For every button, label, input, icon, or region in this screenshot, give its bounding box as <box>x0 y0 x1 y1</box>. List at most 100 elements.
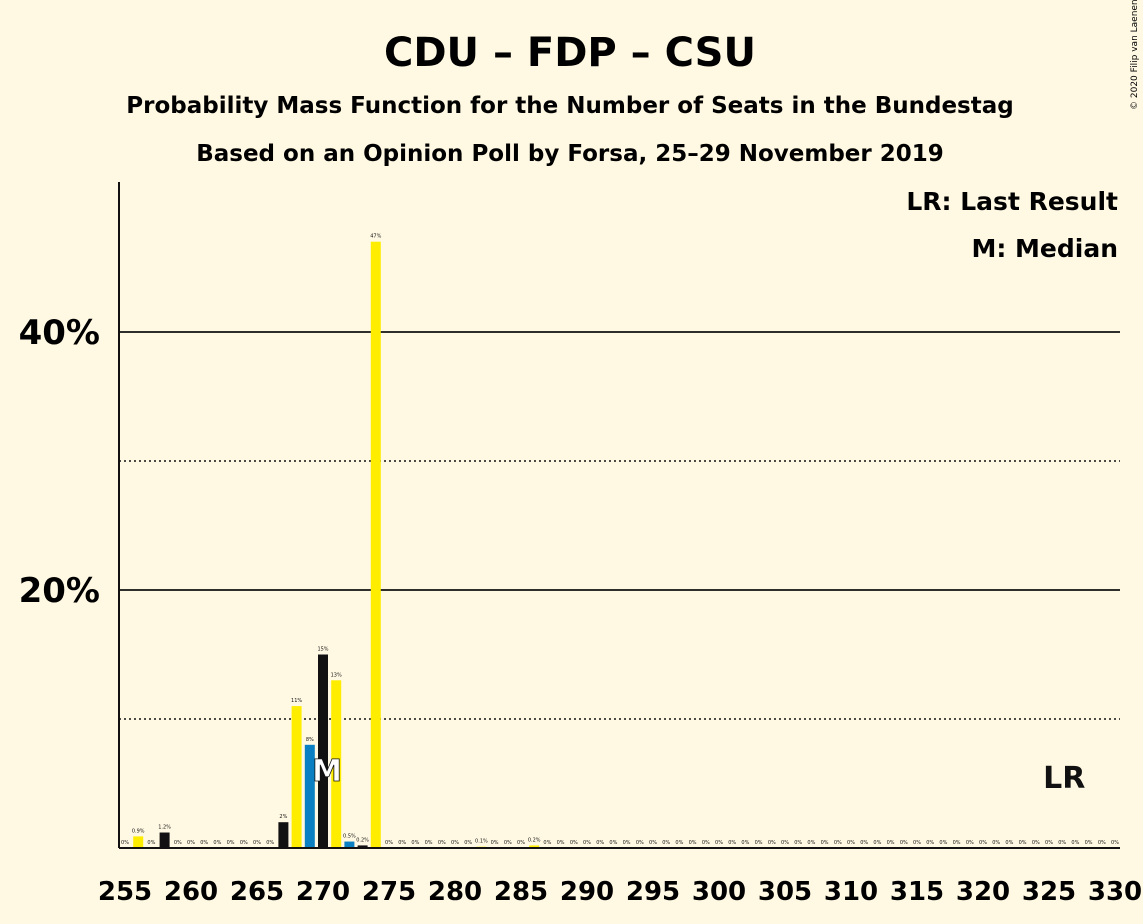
data-label-267: 2% <box>279 814 287 820</box>
bar-270 <box>318 654 328 848</box>
data-label-258: 1.2% <box>158 825 171 831</box>
chart-subtitle-2: Based on an Opinion Poll by Forsa, 25–29… <box>196 141 944 167</box>
data-label-298: 0% <box>689 840 697 846</box>
x-tick-label: 305 <box>758 877 812 907</box>
legend-last-result: LR: Last Result <box>906 187 1118 216</box>
x-tick-label: 295 <box>626 877 680 907</box>
data-label-264: 0% <box>240 840 248 846</box>
data-label-270: 15% <box>317 647 328 653</box>
y-tick-label: 20% <box>19 571 100 611</box>
data-label-289: 0% <box>570 840 578 846</box>
data-label-327: 0% <box>1071 840 1079 846</box>
bar-272 <box>344 841 355 848</box>
data-label-305: 0% <box>781 840 789 846</box>
bar-271 <box>331 680 342 848</box>
x-tick-label: 255 <box>98 877 152 907</box>
data-label-275: 0% <box>385 840 393 846</box>
data-label-266: 0% <box>266 840 274 846</box>
data-label-278: 0% <box>425 840 433 846</box>
data-label-272: 0.5% <box>343 834 356 840</box>
bar-268 <box>291 706 302 848</box>
data-label-291: 0% <box>596 840 604 846</box>
data-label-281: 0% <box>464 840 472 846</box>
data-label-286: 0.2% <box>528 837 541 843</box>
data-label-269: 8% <box>306 737 314 743</box>
data-label-304: 0% <box>768 840 776 846</box>
data-label-321: 0% <box>992 840 1000 846</box>
data-label-276: 0% <box>398 840 406 846</box>
data-label-262: 0% <box>213 840 221 846</box>
data-label-265: 0% <box>253 840 261 846</box>
y-axis: 20% 40% <box>19 182 120 848</box>
data-label-302: 0% <box>741 840 749 846</box>
data-label-328: 0% <box>1085 840 1093 846</box>
data-label-323: 0% <box>1019 840 1027 846</box>
data-label-325: 0% <box>1045 840 1053 846</box>
x-tick-label: 310 <box>824 877 878 907</box>
data-label-324: 0% <box>1032 840 1040 846</box>
data-label-293: 0% <box>623 840 631 846</box>
x-tick-label: 290 <box>560 877 614 907</box>
data-label-268: 11% <box>291 698 302 704</box>
data-label-274: 47% <box>370 234 381 240</box>
copyright-credit: © 2020 Filip van Laenen <box>1130 0 1140 110</box>
data-label-295: 0% <box>649 840 657 846</box>
data-label-273: 0.2% <box>356 837 369 843</box>
data-label-329: 0% <box>1098 840 1106 846</box>
data-label-287: 0% <box>543 840 551 846</box>
data-label-307: 0% <box>807 840 815 846</box>
chart-title: CDU – FDP – CSU <box>384 30 756 76</box>
bar-258 <box>159 832 170 848</box>
x-tick-label: 330 <box>1088 877 1142 907</box>
data-label-256: 0.9% <box>132 828 145 834</box>
data-label-257: 0% <box>147 840 155 846</box>
data-label-313: 0% <box>887 840 895 846</box>
x-tick-label: 315 <box>890 877 944 907</box>
data-label-261: 0% <box>200 840 208 846</box>
data-label-301: 0% <box>728 840 736 846</box>
x-tick-label: 275 <box>362 877 416 907</box>
data-label-312: 0% <box>873 840 881 846</box>
chart-subtitle: Probability Mass Function for the Number… <box>126 93 1013 119</box>
data-label-280: 0% <box>451 840 459 846</box>
data-label-317: 0% <box>939 840 947 846</box>
data-label-319: 0% <box>966 840 974 846</box>
bar-274 <box>370 241 381 848</box>
data-label-311: 0% <box>860 840 868 846</box>
data-label-277: 0% <box>411 840 419 846</box>
data-label-303: 0% <box>755 840 763 846</box>
x-tick-label: 270 <box>296 877 350 907</box>
x-axis: 255 260 265 270 275 280 285 290 295 300 305 310 315 3… <box>98 847 1142 907</box>
bar-256 <box>133 836 144 848</box>
bar-273 <box>357 845 368 848</box>
data-label-300: 0% <box>715 840 723 846</box>
x-tick-label: 280 <box>428 877 482 907</box>
data-label-284: 0% <box>504 840 512 846</box>
data-label-297: 0% <box>675 840 683 846</box>
data-label-309: 0% <box>834 840 842 846</box>
data-label-294: 0% <box>636 840 644 846</box>
data-label-299: 0% <box>702 840 710 846</box>
x-tick-label: 265 <box>230 877 284 907</box>
x-tick-label: 260 <box>164 877 218 907</box>
median-marker: M <box>312 754 342 789</box>
data-label-292: 0% <box>609 840 617 846</box>
data-label-315: 0% <box>913 840 921 846</box>
data-label-255: 0% <box>121 840 129 846</box>
data-label-314: 0% <box>900 840 908 846</box>
bar-269 <box>304 744 315 848</box>
last-result-marker: LR <box>1043 761 1085 796</box>
data-label-282: 0.1% <box>475 839 488 845</box>
data-label-320: 0% <box>979 840 987 846</box>
data-label-308: 0% <box>821 840 829 846</box>
x-tick-label: 300 <box>692 877 746 907</box>
data-label-316: 0% <box>926 840 934 846</box>
data-label-288: 0% <box>557 840 565 846</box>
x-tick-label: 285 <box>494 877 548 907</box>
legend-median: M: Median <box>971 234 1118 263</box>
data-label-290: 0% <box>583 840 591 846</box>
bar-267 <box>278 822 289 848</box>
bar-286 <box>529 845 540 848</box>
data-label-279: 0% <box>438 840 446 846</box>
